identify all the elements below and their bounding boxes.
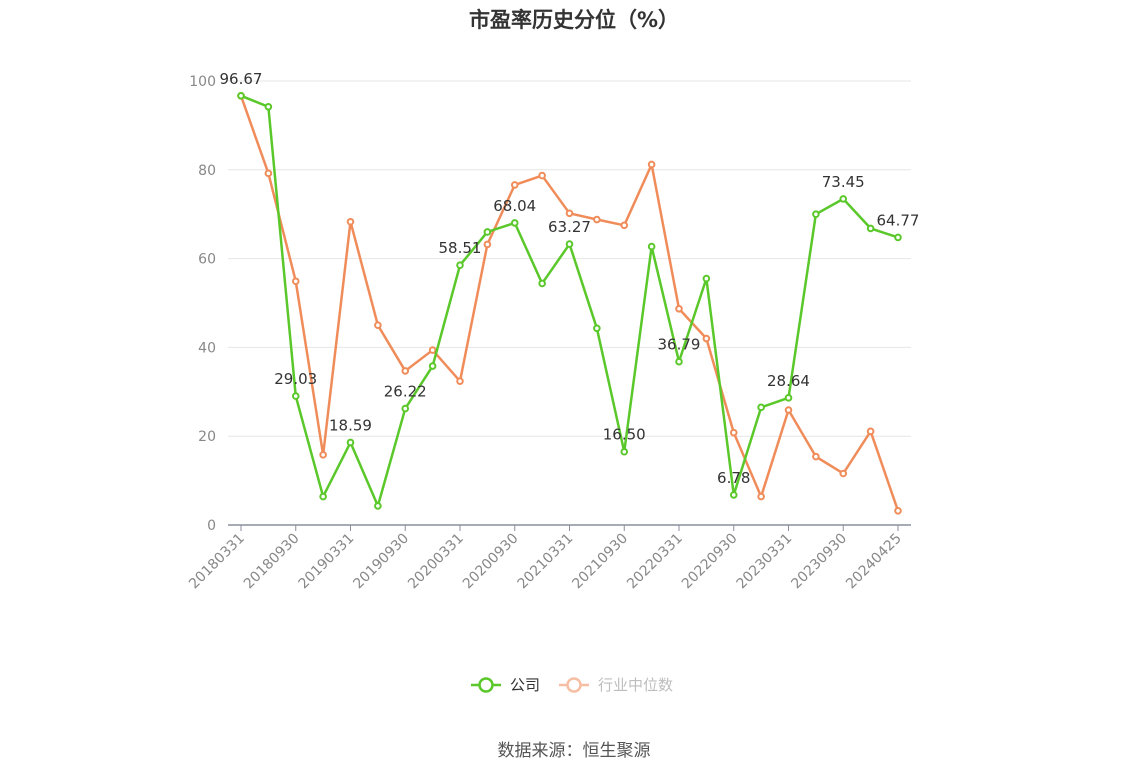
data-point[interactable] bbox=[483, 228, 492, 236]
data-point[interactable] bbox=[839, 195, 848, 203]
legend-label: 行业中位数 bbox=[598, 676, 673, 694]
legend-label: 公司 bbox=[510, 676, 540, 694]
data-point[interactable] bbox=[264, 102, 273, 111]
y-tick-label: 80 bbox=[198, 163, 216, 179]
data-labels: 96.67 29.03 18.59 26.22 58.51 68.04 63.27 16.50… bbox=[220, 70, 920, 487]
data-point[interactable] bbox=[784, 406, 793, 414]
data-point[interactable] bbox=[510, 181, 519, 189]
y-tick-label: 40 bbox=[198, 340, 216, 356]
x-tick-label: 20220930 bbox=[679, 531, 741, 593]
y-tick-label: 100 bbox=[189, 74, 216, 90]
data-label: 73.45 bbox=[822, 173, 865, 191]
x-tick-label: 20230331 bbox=[734, 531, 796, 593]
data-point[interactable] bbox=[894, 506, 902, 515]
y-tick-label: 60 bbox=[198, 252, 216, 268]
data-point[interactable] bbox=[346, 217, 355, 226]
data-point[interactable] bbox=[620, 221, 629, 230]
data-point[interactable] bbox=[866, 427, 875, 436]
x-tick-label: 20180930 bbox=[241, 531, 303, 593]
data-point[interactable] bbox=[647, 242, 656, 251]
data-point[interactable] bbox=[319, 492, 327, 501]
data-point[interactable] bbox=[428, 362, 437, 370]
axes: 0 20 40 60 80 100 2018033120180930201903312019… bbox=[186, 74, 911, 592]
data-label: 68.04 bbox=[493, 197, 536, 215]
data-point[interactable] bbox=[565, 209, 574, 218]
source-note: 数据来源：恒生聚源 bbox=[497, 741, 651, 761]
data-point[interactable] bbox=[866, 224, 875, 233]
legend-marker bbox=[478, 677, 494, 693]
x-tick-label: 20190930 bbox=[350, 531, 412, 593]
data-point[interactable] bbox=[647, 160, 656, 169]
series-lines bbox=[237, 91, 902, 515]
data-point[interactable] bbox=[839, 469, 848, 478]
data-point[interactable] bbox=[264, 169, 273, 178]
data-point[interactable] bbox=[538, 171, 546, 180]
data-label: 96.67 bbox=[220, 70, 263, 88]
x-tick-label: 20230930 bbox=[788, 531, 850, 593]
data-point[interactable] bbox=[675, 357, 683, 366]
series-line-company bbox=[240, 94, 899, 508]
data-label: 64.77 bbox=[877, 211, 920, 229]
data-point[interactable] bbox=[620, 447, 629, 456]
x-tick-label: 20200331 bbox=[405, 531, 467, 593]
data-point[interactable] bbox=[757, 492, 765, 501]
data-label: 58.51 bbox=[439, 239, 482, 257]
data-point[interactable] bbox=[428, 346, 437, 354]
data-point[interactable] bbox=[291, 277, 300, 286]
data-point[interactable] bbox=[702, 334, 711, 343]
y-tick-label: 0 bbox=[207, 518, 216, 534]
data-label: 36.79 bbox=[658, 336, 701, 354]
x-tick-label: 20210331 bbox=[515, 531, 577, 593]
data-point[interactable] bbox=[812, 210, 820, 218]
data-point[interactable] bbox=[374, 321, 382, 330]
data-point[interactable] bbox=[483, 240, 492, 249]
legend: 公司 行业中位数 bbox=[471, 676, 673, 694]
data-point[interactable] bbox=[565, 240, 574, 248]
chart-title: 市盈率历史分位（%） bbox=[468, 8, 680, 32]
x-tick-label: 20180331 bbox=[186, 531, 248, 593]
y-tick-label: 20 bbox=[198, 429, 216, 445]
data-point[interactable] bbox=[757, 403, 765, 412]
data-label: 28.64 bbox=[767, 372, 810, 390]
legend-item-company[interactable]: 公司 bbox=[471, 676, 540, 694]
data-label: 6.78 bbox=[717, 469, 750, 487]
data-point[interactable] bbox=[538, 279, 546, 288]
data-point[interactable] bbox=[319, 451, 327, 459]
data-point[interactable] bbox=[510, 219, 519, 227]
legend-marker bbox=[566, 677, 582, 693]
data-point[interactable] bbox=[593, 324, 601, 333]
data-point[interactable] bbox=[593, 215, 601, 224]
data-point[interactable] bbox=[675, 304, 683, 313]
data-point[interactable] bbox=[401, 367, 410, 375]
x-tick-label: 20190331 bbox=[296, 531, 358, 593]
data-point[interactable] bbox=[784, 394, 793, 402]
data-point[interactable] bbox=[401, 404, 410, 413]
data-point[interactable] bbox=[729, 428, 738, 437]
x-tick-label: 20200930 bbox=[460, 531, 522, 593]
series-line-industry-median bbox=[239, 95, 900, 512]
data-point[interactable] bbox=[237, 91, 245, 100]
legend-item-industry-median[interactable]: 行业中位数 bbox=[559, 676, 673, 694]
data-point[interactable] bbox=[291, 392, 300, 400]
data-label: 18.59 bbox=[329, 416, 372, 434]
x-tick-label: 20220331 bbox=[624, 531, 686, 593]
data-point[interactable] bbox=[702, 274, 711, 283]
data-label: 63.27 bbox=[548, 218, 591, 236]
data-label: 26.22 bbox=[384, 383, 427, 401]
x-tick-label: 20210930 bbox=[569, 531, 631, 593]
data-point[interactable] bbox=[456, 377, 464, 385]
data-point[interactable] bbox=[346, 438, 355, 447]
data-label: 16.50 bbox=[603, 426, 646, 444]
data-label: 29.03 bbox=[274, 370, 317, 388]
grid-lines bbox=[228, 80, 911, 437]
data-point[interactable] bbox=[729, 491, 738, 499]
data-point[interactable] bbox=[894, 233, 902, 242]
x-tick-label: 20240425 bbox=[843, 531, 905, 593]
data-point[interactable] bbox=[374, 502, 382, 510]
data-point[interactable] bbox=[812, 452, 820, 461]
data-point[interactable] bbox=[456, 261, 464, 270]
